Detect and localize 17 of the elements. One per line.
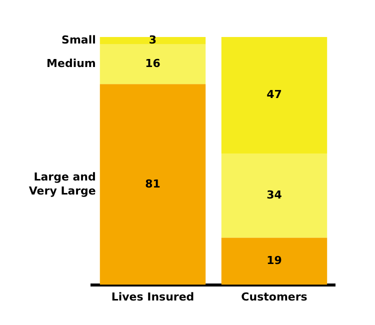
data-label: 16: [145, 57, 161, 70]
bar: [221, 153, 328, 238]
bar: [221, 37, 328, 154]
series-label: Large and Very Large: [28, 170, 96, 198]
bar: [221, 238, 328, 285]
data-label: 81: [145, 177, 160, 190]
data-label: 3: [148, 34, 157, 47]
series-label: Medium: [46, 57, 96, 70]
bar: [100, 84, 206, 285]
data-label: 34: [266, 188, 282, 202]
data-label: 47: [266, 88, 282, 102]
x-tick-label: Customers: [241, 290, 308, 304]
bar: [100, 44, 206, 84]
series-label: Small: [62, 34, 96, 47]
x-tick-label: Lives Insured: [111, 290, 194, 304]
bar: [100, 37, 206, 44]
data-label: 19: [266, 254, 282, 268]
